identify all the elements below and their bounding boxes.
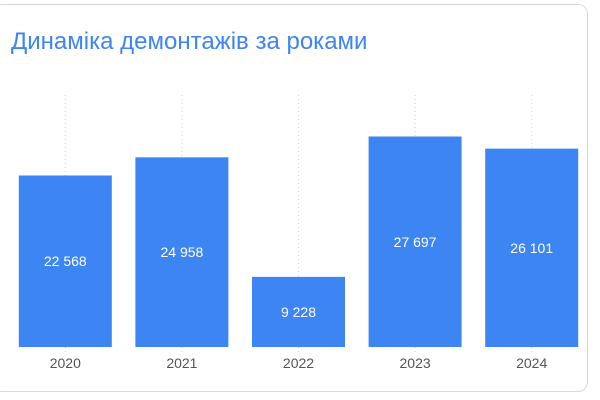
x-tick-label: 2020 [50,355,81,371]
x-axis: 2020 2021 2022 2023 2024 [50,355,548,371]
chart-title: Динаміка демонтажів за роками [11,28,368,55]
bar-value-label: 24 958 [160,244,203,260]
bar [485,148,579,347]
x-tick-label: 2022 [283,355,314,371]
bar-value-label: 22 568 [44,253,87,269]
bars: 22 568 24 958 9 228 27 697 26 101 [18,136,579,347]
x-tick-label: 2021 [166,355,197,371]
bar-value-label: 26 101 [510,240,553,256]
x-tick-label: 2023 [400,355,431,371]
bar [135,157,229,347]
bar [368,136,462,347]
bar [252,276,345,347]
x-tick-label: 2024 [516,355,547,371]
bar-value-label: 27 697 [394,234,437,250]
bar-value-label: 9 228 [281,304,316,320]
bar [18,175,112,347]
